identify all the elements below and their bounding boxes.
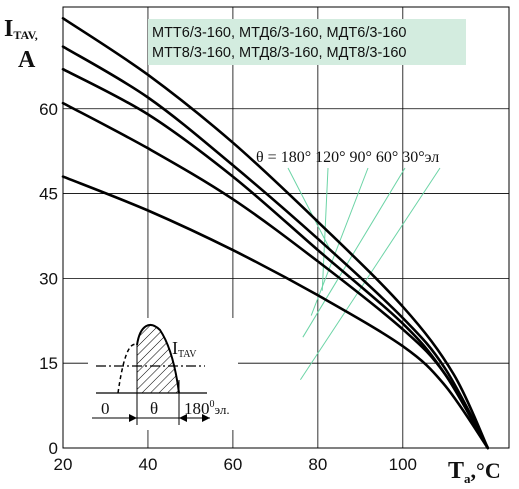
x-tick-label-3: 80 xyxy=(308,455,327,474)
angle-leader-2 xyxy=(330,167,369,266)
x-tick-label-1: 40 xyxy=(138,455,157,474)
x-tick-label-2: 60 xyxy=(223,455,242,474)
legend-line-2: МТТ8/3-160, МТД8/3-160, МДТ8/3-160 xyxy=(152,45,406,61)
x-tick-label-4: 100 xyxy=(389,455,417,474)
inset-theta-label: θ xyxy=(150,399,158,418)
arrow-far-right xyxy=(202,414,210,422)
x-axis-title: Ta,°C xyxy=(448,458,501,486)
legend-box xyxy=(148,19,466,65)
angle-leader-3 xyxy=(336,167,406,281)
y-tick-label-2: 30 xyxy=(39,269,58,288)
angle-leader-lines xyxy=(287,167,441,381)
y-tick-label-0: 0 xyxy=(49,439,58,458)
inset-zero-label: 0 xyxy=(101,399,110,418)
y-tick-label-1: 15 xyxy=(39,354,58,373)
inset-full-label: 1800эл. xyxy=(184,399,230,418)
y-tick-labels: 0 15 30 45 60 xyxy=(39,100,58,458)
x-tick-label-0: 20 xyxy=(54,455,73,474)
conducting-area xyxy=(137,325,179,393)
non-conducting-half xyxy=(117,343,138,394)
angle-label: θ = 180° 120° 90° 60° 30°эл xyxy=(256,149,439,166)
angle-leader-ext-3 xyxy=(302,280,338,338)
series-curve-3 xyxy=(61,101,490,450)
arrow-right xyxy=(179,414,187,422)
waveform-inset: ITAV 0 θ 1800эл. xyxy=(88,318,238,430)
grid xyxy=(62,7,509,449)
y-axis-title: ITAV, xyxy=(4,16,38,42)
inset-current-label: ITAV xyxy=(172,338,197,360)
series-curve-1 xyxy=(61,45,490,450)
arrow-left xyxy=(129,414,137,422)
angle-leader-1 xyxy=(323,167,329,249)
angle-leader-ext-2 xyxy=(310,264,332,316)
angle-leader-4 xyxy=(342,167,441,315)
y-axis-unit: A xyxy=(18,47,36,73)
x-tick-labels: 20 40 60 80 100 xyxy=(54,455,417,474)
legend-line-1: МТТ6/3-160, МТД6/3-160, МДТ6/3-160 xyxy=(152,25,406,41)
y-tick-label-4: 60 xyxy=(39,100,58,119)
series-curves xyxy=(61,17,490,450)
series-curve-4 xyxy=(61,175,490,450)
waveform-outline xyxy=(136,324,180,394)
series-curve-0 xyxy=(61,17,490,450)
y-tick-label-3: 45 xyxy=(39,185,58,204)
angle-leader-ext-4 xyxy=(299,314,344,381)
